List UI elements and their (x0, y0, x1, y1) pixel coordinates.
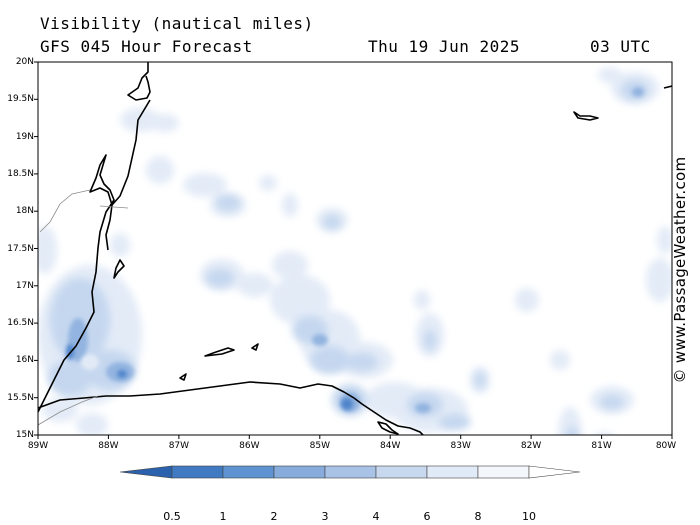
coastline (38, 62, 672, 435)
lat-label-20n: 20N (15, 57, 34, 67)
credit-text[interactable]: © www.PassageWeather.com (671, 156, 689, 384)
lon-ticks (37, 435, 673, 439)
colorbar-label-2: 2 (270, 510, 278, 523)
forecast-time: 03 UTC (590, 37, 651, 56)
forecast-date: Thu 19 Jun 2025 (368, 37, 520, 56)
colorbar-label-1: 1 (219, 510, 227, 523)
lat-label-19-5n: 19.5N (7, 94, 34, 105)
lon-label-89w: 89W (27, 441, 49, 451)
colorbar-label-0-5: 0.5 (163, 510, 181, 523)
lon-label-88w: 88W (98, 441, 119, 451)
colorbar-swatch-7 (477, 465, 530, 479)
colorbar-label-6: 6 (423, 510, 431, 523)
colorbar-swatch-5 (375, 465, 428, 479)
lat-ticks (34, 61, 38, 436)
lat-label-19n: 19N (15, 131, 34, 142)
lon-label-87w: 87W (168, 441, 190, 451)
lon-label-84w: 84W (380, 441, 401, 451)
lat-label-15-5n: 15.5N (7, 392, 34, 403)
colorbar-label-10: 10 (522, 510, 536, 523)
colorbar-label-3: 3 (321, 510, 329, 523)
lon-label-86w: 86W (239, 441, 260, 451)
colorbar-swatch-1 (171, 465, 224, 479)
colorbar-swatch-8 (528, 465, 581, 479)
lat-label-16-5n: 16.5N (7, 318, 34, 329)
colorbar-label-4: 4 (372, 510, 380, 523)
lat-label-16n: 16N (15, 355, 34, 366)
lat-label-17n: 17N (15, 280, 34, 291)
colorbar (119, 465, 581, 479)
colorbar-swatch-2 (222, 465, 275, 479)
colorbar-swatch-0 (119, 465, 173, 479)
lat-label-18n: 18N (15, 206, 34, 217)
lat-label-18-5n: 18.5N (7, 168, 34, 179)
colorbar-swatch-6 (426, 465, 479, 479)
border-lines (38, 189, 129, 426)
lat-label-17-5n: 17.5N (7, 243, 34, 254)
lon-label-80w: 80W (655, 441, 677, 451)
colorbar-label-8: 8 (474, 510, 482, 523)
visibility-shading (38, 62, 672, 435)
colorbar-swatch-4 (324, 465, 377, 479)
forecast-label: GFS 045 Hour Forecast (40, 37, 253, 56)
lat-label-15n: 15N (15, 430, 34, 440)
lon-label-81w: 81W (591, 441, 612, 451)
lon-label-83w: 83W (450, 441, 471, 451)
chart-title: Visibility (nautical miles) (40, 14, 314, 33)
lon-label-85w: 85W (309, 441, 330, 451)
lon-label-82w: 82W (520, 441, 542, 451)
colorbar-swatch-3 (273, 465, 326, 479)
